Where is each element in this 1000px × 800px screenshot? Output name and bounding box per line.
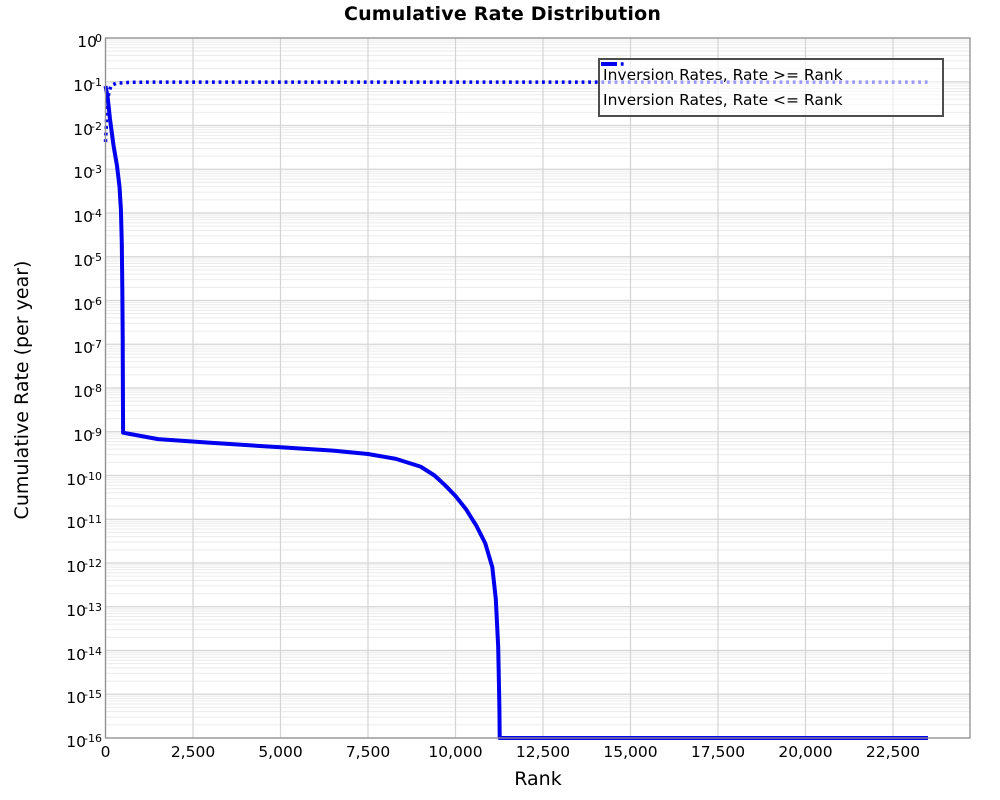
- y-tick-label: 10-7: [73, 338, 102, 358]
- x-tick-label: 17,500: [690, 743, 746, 761]
- y-tick-label: 10-14: [66, 644, 102, 664]
- grid-horizontal-minor: [105, 39, 970, 726]
- y-tick-label: 10-6: [73, 294, 102, 314]
- x-tick-label: 10,000: [428, 743, 483, 761]
- y-tick-label: 10-5: [73, 250, 102, 270]
- y-tick-label: 10-4: [73, 207, 102, 227]
- x-tick-label: 15,000: [603, 743, 658, 761]
- legend-label: Inversion Rates, Rate <= Rank: [603, 91, 843, 110]
- legend-label: Inversion Rates, Rate >= Rank: [603, 65, 843, 84]
- y-tick-label: 10-10: [66, 469, 102, 489]
- legend-entry-rate-le-rank: Inversion Rates, Rate <= Rank: [601, 62, 938, 114]
- x-tick-label: 7,500: [345, 743, 391, 761]
- y-tick-label: 10-9: [73, 425, 102, 445]
- series-line-solid: [103, 85, 928, 740]
- y-tick-label: 10-15: [66, 688, 102, 708]
- legend-entry-rate-ge-rank: Inversion Rates, Rate >= Rank: [601, 62, 938, 88]
- y-tick-label: 10-2: [73, 119, 102, 139]
- grid-major: [104, 37, 970, 739]
- x-tick-label: 20,000: [778, 743, 833, 761]
- y-tick-label: 10-1: [73, 75, 102, 95]
- legend: Inversion Rates, Rate >= Rank Inversion …: [598, 58, 944, 117]
- x-tick-label: 12,500: [515, 743, 571, 761]
- y-tick-label: 10-16: [66, 732, 102, 752]
- y-tick-label: 10-13: [66, 600, 102, 620]
- y-tick-label: 10-11: [66, 513, 102, 533]
- x-axis-label: Rank: [514, 768, 562, 790]
- series-line-dotted: [103, 80, 928, 143]
- y-tick-label: 10-8: [73, 382, 102, 402]
- x-tick-label: 2,500: [170, 743, 216, 761]
- x-tick-label: 22,500: [865, 743, 921, 761]
- x-tick-label: 0: [100, 743, 111, 761]
- y-tick-label: 100: [77, 32, 102, 52]
- dotted-line-sample-icon: [601, 62, 627, 66]
- y-tick-label: 10-3: [73, 163, 102, 183]
- x-tick-label: 5,000: [258, 743, 303, 761]
- y-tick-label: 10-12: [66, 557, 102, 577]
- chart-title: Cumulative Rate Distribution: [343, 3, 662, 25]
- axis-spine: [104, 37, 971, 739]
